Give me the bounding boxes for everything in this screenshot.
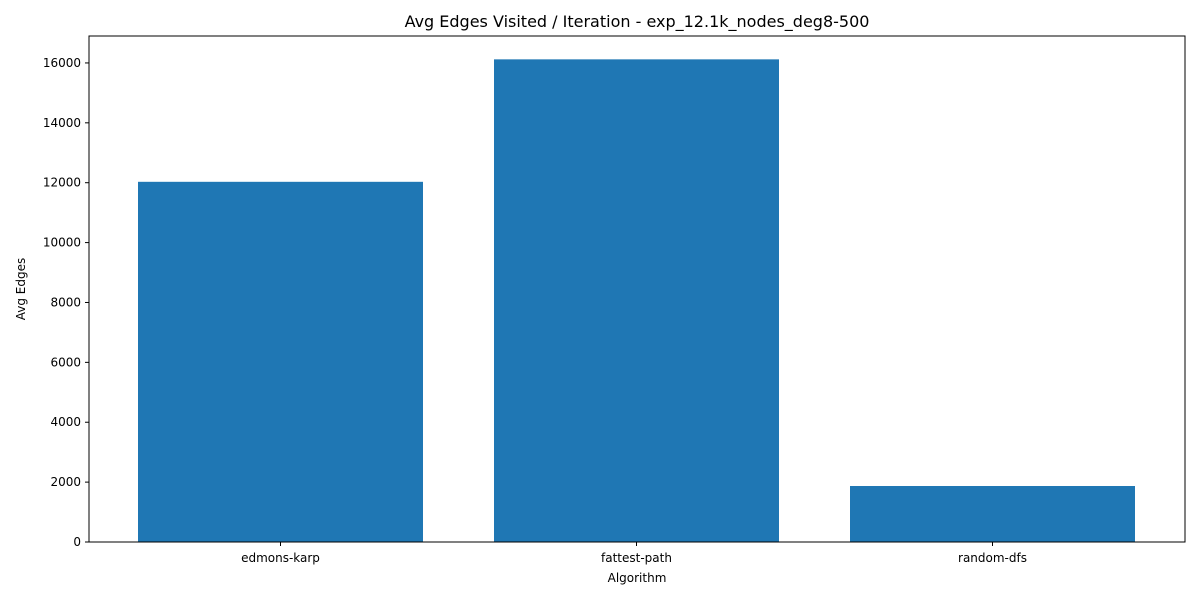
bar-random-dfs [850, 486, 1135, 542]
y-tick-label: 0 [73, 535, 81, 549]
y-tick-label: 14000 [43, 116, 81, 130]
bar-fattest-path [494, 59, 779, 542]
x-axis-label: Algorithm [608, 571, 667, 585]
x-tick-label: random-dfs [958, 551, 1027, 565]
plot-frame [88, 35, 1186, 543]
y-tick-label: 6000 [50, 355, 81, 369]
bar-edmons-karp [138, 181, 423, 542]
x-tick-label: edmons-karp [241, 551, 320, 565]
y-tick-label: 12000 [43, 176, 81, 190]
bars-group [138, 59, 1135, 542]
x-axis-ticks: edmons-karp fattest-path random-dfs [241, 542, 1027, 565]
chart-title: Avg Edges Visited / Iteration - exp_12.1… [405, 12, 870, 32]
y-axis-ticks: 0 2000 4000 6000 8000 10000 12000 14000 16000 [43, 56, 89, 549]
y-tick-label: 8000 [50, 295, 81, 309]
y-tick-label: 10000 [43, 236, 81, 250]
y-axis-label: Avg Edges [14, 258, 28, 321]
y-tick-label: 4000 [50, 415, 81, 429]
y-tick-label: 2000 [50, 475, 81, 489]
y-tick-label: 16000 [43, 56, 81, 70]
x-tick-label: fattest-path [601, 551, 672, 565]
